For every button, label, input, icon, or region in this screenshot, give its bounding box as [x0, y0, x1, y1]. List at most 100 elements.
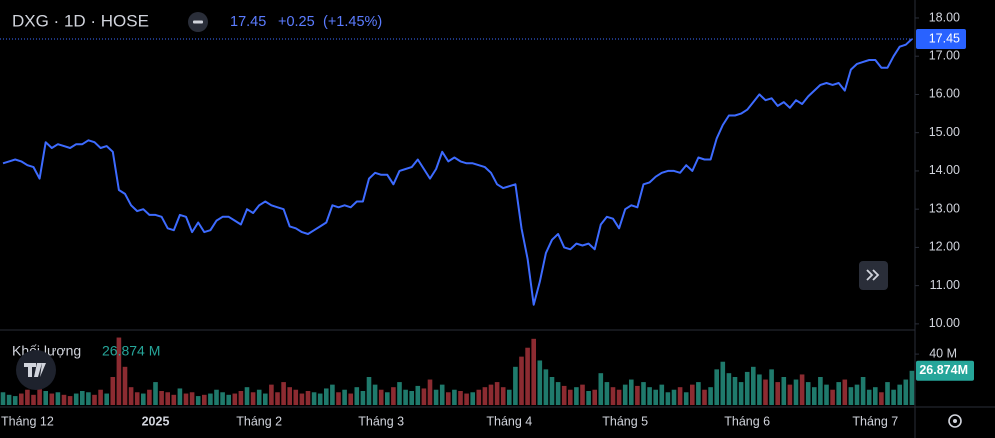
volume-bar [458, 391, 463, 405]
volume-bar [378, 389, 384, 405]
volume-bar [543, 369, 549, 405]
volume-bar [629, 379, 634, 405]
volume-bar [214, 389, 219, 405]
volume-bar [372, 384, 378, 405]
hide-button-icon[interactable] [193, 20, 203, 24]
volume-bar [476, 389, 482, 405]
volume-bar [787, 384, 793, 405]
last-price-badge [916, 29, 966, 50]
volume-bar [226, 394, 231, 405]
scroll-button[interactable] [859, 261, 888, 290]
settings-icon[interactable] [948, 414, 962, 428]
volume-bar [702, 389, 707, 405]
price-line [2, 38, 913, 306]
volume-bar [427, 379, 433, 405]
volume-bar [470, 392, 475, 405]
volume-bar [531, 338, 536, 405]
volume-bar [330, 384, 335, 405]
settings-icon-center[interactable] [953, 419, 957, 423]
volume-bar [677, 387, 683, 405]
volume-bar [159, 391, 164, 405]
x-tick-label: 2025 [142, 414, 170, 428]
volume-bar [250, 392, 256, 405]
volume-bar [903, 379, 909, 405]
volume-bar [653, 389, 658, 405]
logo-mark [24, 363, 46, 377]
volume-bar [354, 387, 360, 405]
y-tick-label: 13.00 [929, 201, 960, 215]
volume-bar [866, 389, 872, 405]
volume-bar [805, 382, 811, 405]
volume-bar [324, 388, 329, 405]
volume-bar [336, 392, 341, 405]
volume-bar [80, 391, 85, 405]
price-change: +0.25 [278, 14, 315, 30]
volume-bar [799, 374, 805, 405]
volume-bar [696, 382, 701, 405]
volume-bar [116, 337, 122, 405]
volume-bar [244, 387, 250, 405]
volume-bar [482, 387, 488, 405]
volume-bar [909, 370, 915, 405]
volume-bar [775, 382, 780, 405]
volume-bar [122, 366, 128, 405]
volume-bar [153, 382, 158, 405]
volume-bar [415, 385, 421, 405]
volume-bar [879, 392, 884, 405]
volume-bar [43, 391, 48, 405]
volume-bar [763, 379, 768, 405]
volume-bar [586, 391, 591, 405]
symbol: DXG · 1D · HOSE [12, 11, 149, 30]
volume-bar [342, 389, 347, 405]
volume-bar [25, 389, 30, 405]
y-tick-label: 14.00 [929, 163, 960, 177]
last-price-badge-label: 17.45 [929, 31, 960, 45]
volume-bar [165, 392, 170, 405]
x-tick-label: Tháng 6 [724, 414, 770, 428]
volume-bar [281, 382, 286, 405]
scroll-button-bg[interactable] [859, 261, 888, 290]
volume-bar [848, 387, 854, 405]
volume-bar [708, 387, 713, 405]
volume-bar [781, 377, 787, 405]
volume-bar [31, 394, 36, 405]
volume-bar [269, 384, 274, 405]
volume-bar [885, 382, 890, 405]
volume-bar [409, 391, 414, 405]
volume-bar [439, 384, 445, 405]
x-tick-label: Tháng 7 [852, 414, 898, 428]
volume-bar [500, 387, 506, 405]
volume-bar [842, 379, 848, 405]
volume-bar [195, 396, 201, 405]
volume-bar [86, 392, 91, 405]
volume-bar [635, 385, 640, 405]
volume-bar [61, 394, 67, 405]
volume-legend-value: 26.874 M [102, 343, 160, 359]
volume-bar [299, 393, 305, 405]
volume-bar [110, 377, 116, 405]
volume-bar [202, 394, 207, 405]
volume-bar [67, 396, 73, 405]
volume-bar [488, 384, 494, 405]
hide-button[interactable] [188, 12, 208, 32]
volume-bar [37, 387, 42, 405]
volume-bar [830, 389, 835, 405]
volume-bar [275, 392, 280, 405]
scroll-button-icon[interactable] [866, 269, 880, 281]
volume-bar [287, 387, 292, 405]
y-tick-label: 18.00 [929, 10, 960, 24]
volume-bar [305, 391, 311, 405]
volume-bar [860, 377, 866, 405]
volume-bar [891, 389, 896, 405]
volume-bar [836, 382, 841, 405]
volume-bar [397, 382, 402, 405]
volume-bar [726, 373, 732, 405]
volume-bar [873, 387, 878, 405]
volume-bar [824, 384, 829, 405]
volume-bar [738, 382, 744, 405]
settings-button[interactable] [948, 414, 962, 428]
volume-bar [6, 394, 12, 405]
